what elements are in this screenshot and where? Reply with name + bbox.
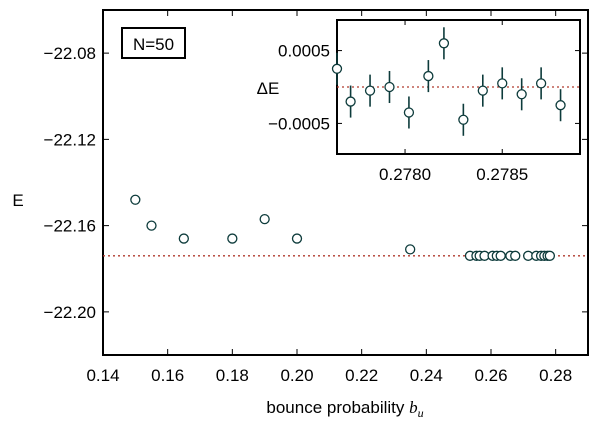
inset-y-tick-label: −0.0005 [268, 114, 330, 133]
y-axis-label: E [12, 191, 23, 210]
x-axis-label: bounce probability bu [266, 398, 423, 418]
inset-data-point [423, 70, 434, 82]
inset-data-point [438, 38, 450, 49]
x-tick-label: 0.24 [410, 366, 443, 385]
data-point [405, 244, 416, 255]
data-point [544, 250, 555, 261]
y-tick-label: −22.12 [44, 130, 96, 149]
inset-plot: 0.2780 0.2785 0.0005 −0.0005 ΔE [257, 19, 581, 184]
inset-data-point [331, 63, 343, 74]
x-tick-label: 0.16 [151, 366, 184, 385]
data-point [146, 220, 157, 231]
data-point [130, 194, 141, 205]
x-tick-label: 0.18 [216, 366, 249, 385]
inset-y-axis-label: ΔE [257, 79, 280, 98]
y-tick-label: −22.20 [44, 303, 96, 322]
inset-data-point [345, 96, 356, 107]
data-point [259, 214, 270, 225]
data-point [178, 233, 189, 244]
data-point [510, 250, 521, 261]
x-tick-label: 0.14 [86, 366, 119, 385]
data-point [291, 233, 303, 244]
data-point [495, 250, 506, 261]
y-tick-label: −22.08 [44, 44, 96, 63]
annotation-label: N=50 [133, 35, 174, 54]
x-tick-label: 0.20 [280, 366, 313, 385]
inset-x-tick-label: 0.2780 [379, 165, 431, 184]
inset-data-point [555, 100, 566, 111]
inset-data-point [384, 81, 395, 93]
x-tick-label: 0.28 [539, 366, 572, 385]
data-point [227, 233, 238, 244]
y-tick-label: −22.16 [44, 217, 96, 236]
x-tick-label: 0.26 [474, 366, 507, 385]
inset-data-point [497, 78, 508, 89]
x-axis-label-symbol: b [409, 398, 418, 417]
inset-data-point [535, 78, 547, 89]
inset-data-point [477, 85, 488, 96]
x-axis-label-subscript: u [418, 406, 424, 418]
inset-x-tick-label: 0.2785 [476, 165, 528, 184]
inset-data-point [403, 107, 415, 118]
x-tick-label: 0.22 [345, 366, 378, 385]
inset-data-point [516, 89, 527, 100]
annotation-box [121, 27, 186, 59]
inset-y-tick-label: 0.0005 [278, 42, 330, 61]
inset-data-point [458, 114, 469, 125]
inset-data-point [364, 85, 376, 96]
